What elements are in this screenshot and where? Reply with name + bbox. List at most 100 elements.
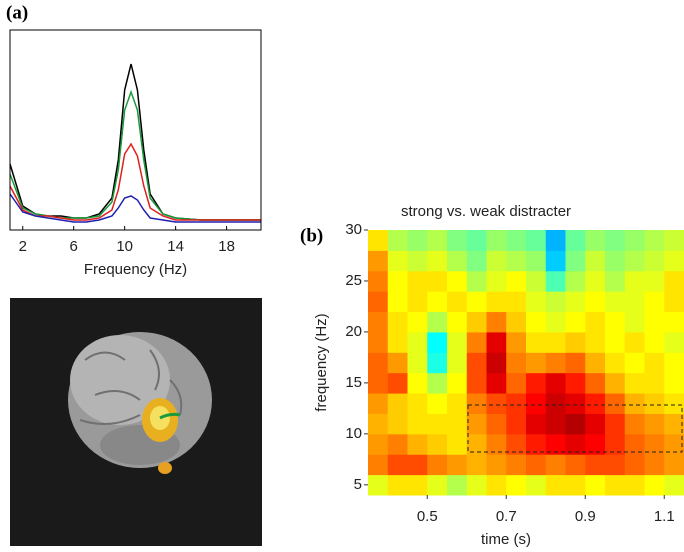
heat-cell bbox=[387, 352, 408, 374]
heat-cell bbox=[545, 311, 566, 333]
heat-cell bbox=[526, 291, 547, 313]
heat-cell bbox=[387, 454, 408, 476]
heat-cell bbox=[605, 270, 626, 292]
plot-frame bbox=[9, 29, 262, 231]
heat-cell bbox=[664, 393, 684, 414]
heat-cell bbox=[585, 250, 606, 272]
heat-cell bbox=[624, 250, 645, 272]
y-tick-label: 5 bbox=[354, 476, 362, 493]
y-tick-label: 15 bbox=[345, 374, 362, 391]
heat-cell bbox=[387, 331, 408, 353]
heat-cell bbox=[565, 413, 586, 435]
heat-cell bbox=[506, 413, 527, 435]
heat-cell bbox=[624, 270, 645, 292]
heat-cell bbox=[368, 270, 389, 292]
x-tick-label: 10 bbox=[116, 238, 133, 255]
heat-cell bbox=[545, 270, 566, 292]
heat-cell bbox=[664, 331, 684, 353]
heat-cell bbox=[526, 250, 547, 272]
heat-cell bbox=[644, 474, 665, 496]
heat-cell bbox=[565, 352, 586, 374]
heat-cell bbox=[545, 454, 566, 476]
heat-cell bbox=[368, 393, 389, 414]
heat-cell bbox=[506, 230, 527, 251]
x-axis-label: Frequency (Hz) bbox=[84, 261, 187, 278]
heat-cell bbox=[407, 433, 428, 455]
heat-cell bbox=[624, 393, 645, 414]
heat-cell bbox=[605, 433, 626, 455]
heat-cell bbox=[644, 291, 665, 313]
heat-cell bbox=[605, 393, 626, 414]
heat-cell bbox=[565, 311, 586, 333]
heat-cell bbox=[644, 393, 665, 414]
heat-cell bbox=[466, 474, 487, 496]
x-tick-label: 2 bbox=[19, 238, 27, 255]
heat-cell bbox=[427, 413, 448, 435]
x-tick-label: 6 bbox=[70, 238, 78, 255]
heat-cell bbox=[486, 230, 507, 251]
heat-cell bbox=[427, 393, 448, 414]
heat-cell bbox=[644, 454, 665, 476]
heat-cell bbox=[545, 433, 566, 455]
heat-cell bbox=[447, 270, 468, 292]
heat-cell bbox=[506, 270, 527, 292]
heat-cell bbox=[664, 352, 684, 374]
heat-cell bbox=[526, 474, 547, 496]
heat-cell bbox=[605, 413, 626, 435]
heat-cell bbox=[368, 474, 389, 496]
heat-cell bbox=[585, 474, 606, 496]
heat-cell bbox=[526, 433, 547, 455]
heat-cell bbox=[585, 291, 606, 313]
heat-cell bbox=[624, 413, 645, 435]
heat-cell bbox=[368, 454, 389, 476]
heat-cell bbox=[624, 311, 645, 333]
heat-cell bbox=[407, 352, 428, 374]
x-tick-label: 0.5 bbox=[417, 508, 438, 525]
heat-cell bbox=[407, 311, 428, 333]
heat-cell bbox=[545, 413, 566, 435]
heat-cell bbox=[368, 291, 389, 313]
heat-cell bbox=[565, 250, 586, 272]
heat-cell bbox=[427, 250, 448, 272]
heat-cell bbox=[585, 311, 606, 333]
heat-cell bbox=[526, 454, 547, 476]
chart-title: strong vs. weak distracter bbox=[401, 203, 571, 220]
heat-cell bbox=[644, 250, 665, 272]
heat-cell bbox=[387, 230, 408, 251]
heat-cell bbox=[368, 230, 389, 251]
heat-cell bbox=[447, 230, 468, 251]
heat-cell bbox=[624, 433, 645, 455]
heat-cell bbox=[585, 433, 606, 455]
y-tick-label: 30 bbox=[345, 221, 362, 238]
heat-cell bbox=[427, 352, 448, 374]
heat-cell bbox=[407, 291, 428, 313]
heat-cell bbox=[447, 352, 468, 374]
heat-cell bbox=[447, 250, 468, 272]
heat-cell bbox=[605, 352, 626, 374]
heat-cell bbox=[644, 433, 665, 455]
heat-cell bbox=[427, 331, 448, 353]
heat-cell bbox=[644, 311, 665, 333]
heat-cell bbox=[407, 413, 428, 435]
heat-cell bbox=[466, 331, 487, 353]
y-axis-label: frequency (Hz) bbox=[313, 313, 330, 411]
heat-cell bbox=[466, 413, 487, 435]
heat-cell bbox=[506, 331, 527, 353]
heat-cell bbox=[486, 331, 507, 353]
brain-image bbox=[10, 298, 262, 546]
heat-cell bbox=[447, 291, 468, 313]
heat-cell bbox=[585, 352, 606, 374]
x-tick-label: 0.7 bbox=[496, 508, 517, 525]
heat-cell bbox=[407, 230, 428, 251]
heat-cell bbox=[526, 230, 547, 251]
heat-cell bbox=[644, 230, 665, 251]
heat-cell bbox=[624, 454, 645, 476]
heat-cell bbox=[585, 331, 606, 353]
heat-cell bbox=[387, 270, 408, 292]
heat-cell bbox=[407, 474, 428, 496]
heat-cell bbox=[486, 474, 507, 496]
heat-cell bbox=[605, 311, 626, 333]
heat-cell bbox=[466, 352, 487, 374]
heat-cell bbox=[506, 372, 527, 394]
heat-cell bbox=[447, 454, 468, 476]
